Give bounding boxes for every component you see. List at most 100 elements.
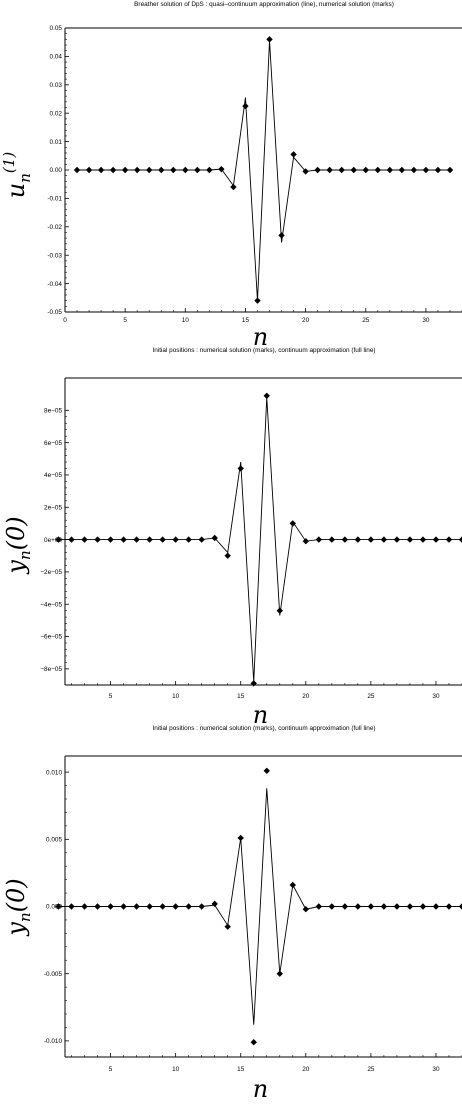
data-point-marker [250,1039,257,1046]
x-axis-label: n [253,701,268,729]
data-point-marker [328,903,336,910]
data-point-marker [206,166,213,174]
data-point-marker [354,536,362,543]
x-tick-label: 20 [302,693,310,700]
data-point-marker [354,903,362,910]
data-point-marker [237,465,244,472]
y-tick-label: 0.05 [50,25,63,32]
data-point-marker [120,903,127,910]
data-point-marker [263,767,270,774]
data-point-marker [386,166,394,174]
data-point-marker [432,536,440,543]
y-axis-label: un(1) [0,152,34,199]
series-line [58,788,462,1025]
x-tick-label: 30 [432,693,440,700]
data-point-marker [263,392,270,399]
data-point-marker [374,166,381,174]
series-line [58,397,462,682]
y-axis-label-superscript: (0) [2,878,30,912]
data-point-marker [250,680,257,687]
data-point-marker [326,166,333,174]
data-point-marker [133,166,141,174]
data-point-marker [158,166,165,174]
y-tick-label: -0.04 [47,281,62,288]
data-point-marker [445,536,453,543]
data-point-marker [120,536,127,543]
y-tick-label: 4e−05 [44,472,62,479]
data-point-marker [55,903,62,910]
data-point-marker [350,166,357,174]
data-point-marker [194,166,201,174]
data-point-marker [73,166,81,174]
x-tick-label: 10 [172,693,180,700]
series-line [77,40,450,301]
data-point-marker [380,536,388,543]
data-point-marker [68,536,75,543]
y-tick-label: -0.01 [47,196,62,203]
x-tick-label: 25 [367,1066,375,1073]
data-point-marker [182,166,189,174]
data-point-marker [159,903,166,910]
y-axis-label-base: u [2,183,30,198]
data-point-marker [172,903,179,910]
data-point-marker [380,903,388,910]
data-point-marker [198,903,205,910]
x-tick-label: 25 [367,693,375,700]
x-tick-label: 20 [302,1066,310,1073]
data-point-marker [290,151,297,158]
data-point-marker [242,102,249,110]
x-tick-label: 5 [123,317,127,324]
y-axis-label: yn(0) [2,878,34,936]
data-point-marker [314,166,321,174]
y-axis-label-subscript: n [16,173,34,183]
y-tick-label: −2e−05 [40,569,62,576]
x-tick-label: 25 [362,317,370,324]
y-tick-label: −8e−05 [40,666,62,673]
y-tick-label: 0.01 [50,139,63,146]
data-point-marker [55,536,62,543]
y-tick-label: 0.00 [50,167,63,174]
x-tick-label: 10 [182,317,190,324]
data-point-marker [419,536,427,543]
data-point-marker [445,903,453,910]
data-point-marker [328,536,336,543]
y-tick-label: 0.02 [50,110,63,117]
data-point-marker [218,165,225,173]
x-tick-label: 5 [109,693,113,700]
data-point-marker [410,166,418,174]
data-point-marker [211,534,218,542]
data-point-marker [159,536,166,543]
chart-title: Initial positions : numerical solution (… [152,347,375,354]
x-tick-label: 15 [237,1066,245,1073]
chart-title: Initial positions : numerical solution (… [152,725,375,732]
data-point-marker [341,903,349,910]
x-tick-label: 20 [302,317,310,324]
y-tick-label: -0.010 [44,1038,63,1045]
chart-3: Initial positions : numerical solution (… [2,725,462,1103]
y-tick-label: 0.000 [46,904,62,911]
data-point-marker [121,166,129,174]
x-tick-label: 0 [63,317,67,324]
data-point-marker [341,536,349,543]
data-point-marker [393,536,401,543]
data-point-marker [68,903,75,910]
y-axis-label-subscript: n [16,550,34,560]
x-tick-label: 10 [172,1066,180,1073]
data-point-marker [211,900,218,908]
data-point-marker [172,536,179,543]
data-point-marker [107,536,114,543]
data-point-marker [107,903,114,910]
y-tick-label: 0.005 [46,837,62,844]
data-point-marker [434,166,442,174]
y-tick-label: 0.04 [50,54,63,61]
data-point-marker [94,536,101,543]
data-point-marker [419,903,427,910]
data-point-marker [315,903,323,910]
data-point-marker [406,536,414,543]
y-tick-label: -0.02 [47,224,62,231]
data-point-marker [81,536,88,543]
data-point-marker [97,166,105,174]
data-point-marker [146,166,153,174]
chart-1: Breather solution of DpS : quasi–continu… [0,1,462,351]
